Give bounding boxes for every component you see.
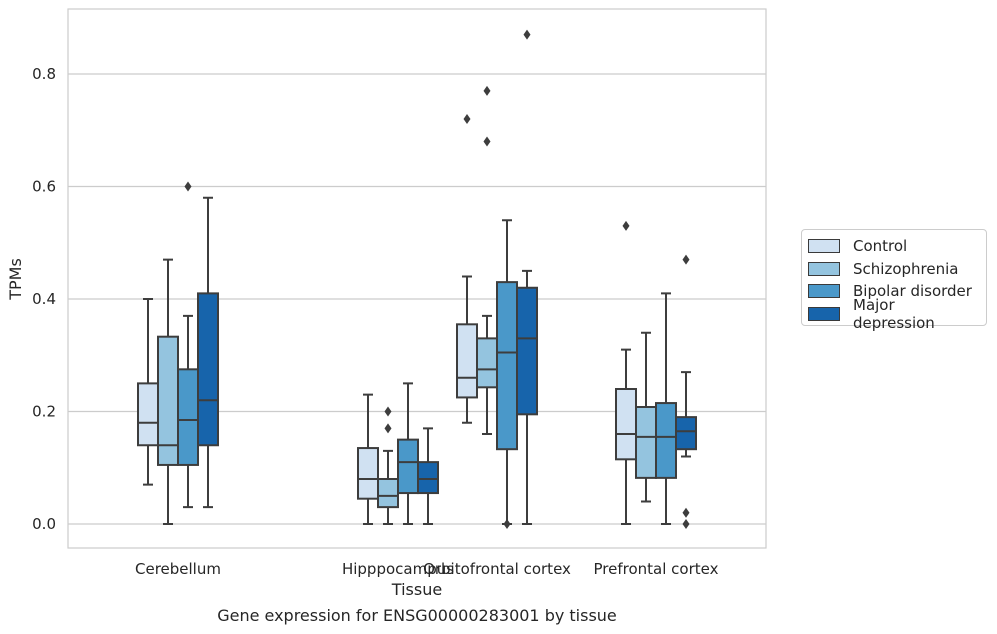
box-major-depression	[417, 427, 439, 525]
box-body	[357, 447, 379, 500]
y-tick-label: 0.6	[32, 178, 56, 196]
box-major-depression	[197, 196, 219, 509]
x-tick-label: Orbitofrontal cortex	[423, 560, 571, 578]
legend-label: Schizophrenia	[853, 259, 959, 278]
box-bipolar-disorder	[177, 181, 199, 509]
legend: Control Schizophrenia Bipolar disorder Majo…	[801, 229, 987, 332]
legend-item: Major depression	[808, 296, 980, 332]
box-control	[615, 220, 637, 525]
x-axis-label: Tissue	[391, 580, 442, 599]
box-body	[675, 416, 697, 451]
legend-swatch	[808, 261, 840, 276]
outlier-point	[622, 220, 630, 231]
x-tick-label: Cerebellum	[135, 560, 221, 578]
y-axis-label: TPMs	[6, 258, 25, 301]
box-major-depression	[675, 254, 697, 529]
outlier-point	[682, 254, 690, 265]
outlier-point	[682, 507, 690, 518]
box-major-depression	[516, 29, 538, 525]
outlier-point	[483, 136, 491, 147]
y-tick-label: 0.8	[32, 65, 56, 83]
box-body	[496, 281, 518, 451]
box-body	[377, 478, 399, 509]
box-body	[137, 382, 159, 447]
x-tick-label: Hipppocampus	[342, 560, 454, 578]
legend-swatch	[808, 239, 840, 254]
box-control	[137, 298, 159, 486]
box-body	[456, 323, 478, 399]
legend-item: Bipolar disorder	[808, 280, 980, 303]
box-bipolar-disorder	[397, 382, 419, 525]
x-tick-label: Prefrontal cortex	[594, 560, 719, 578]
legend-label: Major depression	[853, 295, 935, 332]
outlier-point	[523, 29, 531, 40]
outlier-point	[384, 423, 392, 434]
box-schizophrenia	[635, 331, 657, 503]
box-body	[476, 337, 498, 389]
legend-label: Bipolar disorder	[853, 282, 972, 301]
box-bipolar-disorder	[496, 219, 518, 529]
box-schizophrenia	[476, 85, 498, 435]
legend-label: Control	[853, 237, 908, 256]
legend-item: Control	[808, 235, 980, 258]
box-body	[615, 388, 637, 461]
box-control	[357, 393, 379, 525]
box-body	[635, 406, 657, 479]
box-body	[417, 461, 439, 495]
legend-item: Schizophrenia	[808, 258, 980, 281]
outlier-point	[184, 181, 192, 192]
plot-frame	[67, 8, 767, 549]
y-tick-label: 0.2	[32, 403, 56, 421]
outlier-point	[463, 114, 471, 124]
box-group	[137, 29, 697, 529]
box-body	[197, 292, 219, 447]
box-body	[655, 402, 677, 479]
figure-caption: Gene expression for ENSG00000283001 by t…	[217, 606, 617, 625]
legend-swatch	[808, 306, 840, 321]
y-tick-label: 0.0	[32, 515, 56, 533]
y-tick-labels: 0.0 0.2 0.4 0.6 0.8	[32, 65, 56, 533]
box-body	[177, 368, 199, 466]
y-tick-label: 0.4	[32, 290, 56, 308]
box-bipolar-disorder	[655, 292, 677, 525]
box-body	[516, 286, 538, 416]
legend-swatch	[808, 284, 840, 299]
outlier-point	[384, 406, 392, 417]
box-schizophrenia	[377, 406, 399, 525]
box-control	[456, 114, 478, 424]
outlier-point	[682, 519, 690, 529]
box-body	[397, 438, 419, 495]
outlier-point	[503, 519, 511, 529]
outlier-point	[483, 85, 491, 96]
